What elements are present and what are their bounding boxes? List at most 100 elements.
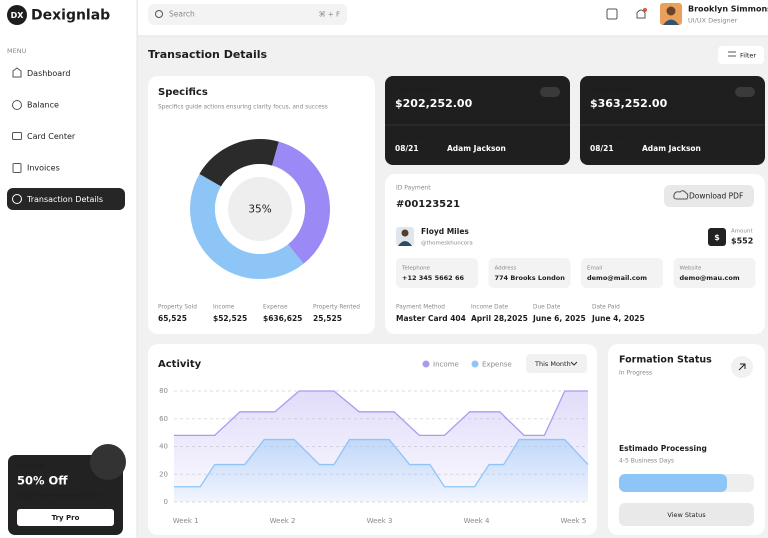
line [174,438,589,488]
y-tick-label: 0 [164,498,168,506]
donut-segment [199,138,279,187]
wallet-balance: $202,252.00 [395,97,473,110]
formation-step: Estimado Processing [619,444,707,453]
detail-label: Due Date [533,305,561,311]
donut-segment [272,141,331,264]
y-tick-label: 80 [159,387,168,395]
menu-item[interactable]: Invoices [27,164,60,173]
wallet-toggle[interactable] [735,87,755,97]
donut-center-label: 35% [248,204,271,216]
stat-label: Income [213,305,235,311]
menu-item[interactable]: Dashboard [27,69,70,78]
logo-mark-bg [7,5,27,25]
view-status-label[interactable]: View Status [667,511,706,519]
icon-invoice [12,163,22,173]
wallet-valid: 08/21 [395,144,419,153]
bell-badge [643,8,647,12]
contact-box [673,258,756,288]
wallet-holder: Adam Jackson [447,144,506,153]
menu-item-active[interactable]: Transaction Details [26,195,103,204]
promo-button[interactable] [17,509,114,526]
menu-label: MENU [7,47,27,55]
legend-swatch [471,360,479,368]
x-tick-label: Week 3 [367,517,393,525]
progress-fill [619,474,727,492]
menu-item[interactable]: Balance [27,101,59,110]
contact-box [488,258,571,288]
filter-button[interactable] [718,46,764,64]
contact-label: Website [680,266,703,272]
filter-label[interactable]: Filter [740,52,756,60]
promo-button-label[interactable]: Try Pro [52,514,80,522]
icon-home [12,67,22,78]
avatar-head [666,6,676,16]
y-tick-label: 60 [159,415,168,423]
wallet-balance: $363,252.00 [590,97,668,110]
stat-value: 25,525 [313,314,342,323]
user-role: UI/UX Designer [688,17,738,25]
icon-balance [12,100,22,110]
search-placeholder[interactable]: Search [169,10,195,19]
download-button[interactable] [664,185,754,207]
contact-value: +12 345 5662 66 [402,274,464,282]
stat-value: $52,525 [213,314,247,323]
wallet-card: Wallet Balance $363,252.00 VALID THRU 08… [580,76,765,165]
x-tick-label: Week 1 [173,517,199,525]
contact-label: Address [495,266,517,272]
wallet-toggle[interactable] [540,87,560,97]
specifics-title: Specifics [158,87,208,98]
x-tick-label: Week 2 [270,517,296,525]
contact-box [581,258,663,288]
period-label[interactable]: This Month [534,360,571,368]
arrow-icon [738,363,746,371]
wallet-label: Wallet Balance [590,87,635,94]
wallet-holder: Adam Jackson [642,144,701,153]
y-tick-label: 20 [159,470,168,478]
wallet-bg [385,76,570,165]
search-box[interactable] [148,4,347,25]
activity-chart: 0 20 40 60 80 Week 1 Week 2 Week 3 Week 4 Week 5 I… [159,360,589,525]
line [174,390,588,437]
user-name: Brooklyn Simmons [688,5,768,14]
payment-id-label: ID Payment [396,185,431,192]
promo-decoration [90,444,126,480]
period-dropdown[interactable] [526,354,587,373]
promo-text: Enjoy more feature with Pro [17,493,101,500]
stat-label: Expense [263,305,288,311]
page-title: Transaction Details [148,48,268,61]
detail-label: Income Date [471,305,508,311]
bell-icon[interactable] [636,9,646,19]
formation-duration: 4-5 Business Days [619,458,674,465]
download-label[interactable]: Download PDF [689,192,743,201]
payment-card [385,174,765,334]
search-icon [155,10,163,18]
detail-value: Master Card 404 [396,314,466,323]
logo: Dexignlab [31,8,110,24]
donut-segment [189,174,304,279]
menu-item[interactable]: Card Center [27,132,76,141]
wallet-card: Wallet Balance $202,252.00 VALID THRU 08… [385,76,570,165]
icon-transaction [12,194,22,204]
legend-label: Income [433,361,459,369]
calendar-icon[interactable] [606,8,618,20]
contact-fields: Telephone +12 345 5662 66 Address 774 Brook… [396,258,756,288]
menu-icons [12,67,22,204]
formation-title: Formation Status [619,355,712,366]
legend-swatch [422,360,430,368]
y-tick-label: 40 [159,443,168,451]
payment-details: Payment Method Master Card 404 Income Date… [396,305,645,324]
person-name: Floyd Miles [421,227,469,236]
area [174,439,588,502]
contact-label: Email [587,266,603,272]
contact-value: 774 Brooks London [495,274,566,282]
detail-value: June 6, 2025 [532,314,586,323]
amount-icon-symbol: $ [714,233,720,242]
amount-label: Amount [731,229,753,235]
formation-status: In Progress [619,370,652,377]
stat-value: $636,625 [263,314,302,323]
detail-value: April 28,2025 [471,314,528,323]
search-shortcut: ⌘ + F [319,11,340,19]
view-status-button[interactable] [619,503,754,526]
amount-icon [708,228,726,246]
